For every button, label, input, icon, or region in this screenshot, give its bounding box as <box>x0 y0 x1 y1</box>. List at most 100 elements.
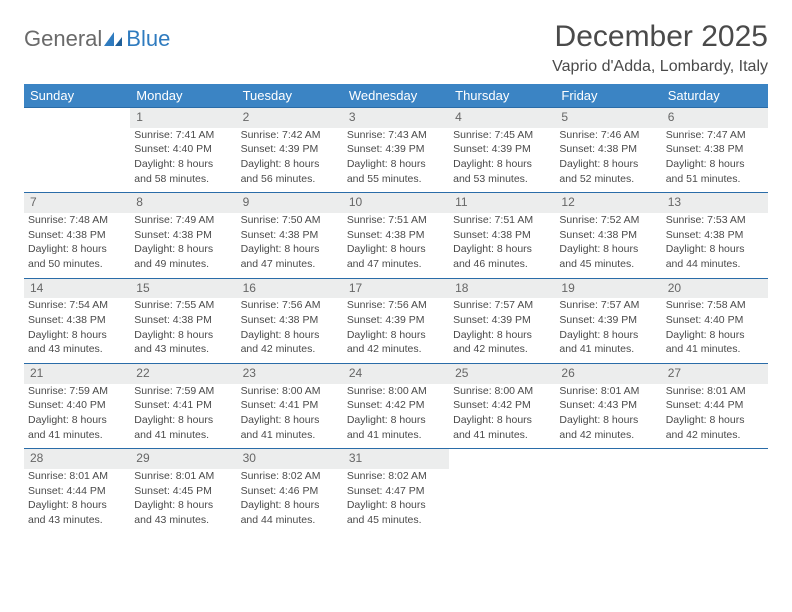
sunset-line: Sunset: 4:38 PM <box>134 313 232 328</box>
day-content-row: Sunrise: 7:54 AMSunset: 4:38 PMDaylight:… <box>24 298 768 363</box>
day-number: 14 <box>24 278 130 298</box>
daylight-line: Daylight: 8 hours and 52 minutes. <box>559 157 657 186</box>
day-cell <box>449 469 555 534</box>
day-cell: Sunrise: 8:02 AMSunset: 4:47 PMDaylight:… <box>343 469 449 534</box>
day-content-row: Sunrise: 7:59 AMSunset: 4:40 PMDaylight:… <box>24 384 768 449</box>
day-number-row: 123456 <box>24 108 768 128</box>
day-number: 30 <box>237 449 343 469</box>
day-cell: Sunrise: 7:41 AMSunset: 4:40 PMDaylight:… <box>130 128 236 193</box>
day-cell <box>555 469 661 534</box>
day-cell: Sunrise: 8:01 AMSunset: 4:43 PMDaylight:… <box>555 384 661 449</box>
day-number-row: 28293031 <box>24 449 768 469</box>
day-cell: Sunrise: 7:52 AMSunset: 4:38 PMDaylight:… <box>555 213 661 278</box>
day-cell: Sunrise: 7:59 AMSunset: 4:40 PMDaylight:… <box>24 384 130 449</box>
sunset-line: Sunset: 4:38 PM <box>241 228 339 243</box>
sunset-line: Sunset: 4:42 PM <box>347 398 445 413</box>
weekday-header-row: SundayMondayTuesdayWednesdayThursdayFrid… <box>24 84 768 108</box>
daylight-line: Daylight: 8 hours and 42 minutes. <box>347 328 445 357</box>
sunrise-line: Sunrise: 8:01 AM <box>559 384 657 399</box>
day-cell: Sunrise: 7:51 AMSunset: 4:38 PMDaylight:… <box>449 213 555 278</box>
sunset-line: Sunset: 4:39 PM <box>347 313 445 328</box>
daylight-line: Daylight: 8 hours and 43 minutes. <box>28 498 126 527</box>
day-cell: Sunrise: 8:00 AMSunset: 4:42 PMDaylight:… <box>343 384 449 449</box>
sunset-line: Sunset: 4:38 PM <box>666 228 764 243</box>
sunset-line: Sunset: 4:38 PM <box>453 228 551 243</box>
sunset-line: Sunset: 4:45 PM <box>134 484 232 499</box>
sunrise-line: Sunrise: 7:43 AM <box>347 128 445 143</box>
day-cell: Sunrise: 7:49 AMSunset: 4:38 PMDaylight:… <box>130 213 236 278</box>
weekday-header: Sunday <box>24 84 130 108</box>
sunrise-line: Sunrise: 7:51 AM <box>347 213 445 228</box>
day-number <box>449 449 555 469</box>
day-cell: Sunrise: 7:50 AMSunset: 4:38 PMDaylight:… <box>237 213 343 278</box>
day-number <box>662 449 768 469</box>
day-number: 12 <box>555 193 661 213</box>
day-number: 31 <box>343 449 449 469</box>
sunrise-line: Sunrise: 7:41 AM <box>134 128 232 143</box>
daylight-line: Daylight: 8 hours and 43 minutes. <box>28 328 126 357</box>
sunset-line: Sunset: 4:38 PM <box>559 142 657 157</box>
sunrise-line: Sunrise: 7:47 AM <box>666 128 764 143</box>
daylight-line: Daylight: 8 hours and 41 minutes. <box>453 413 551 442</box>
sunrise-line: Sunrise: 7:59 AM <box>28 384 126 399</box>
daylight-line: Daylight: 8 hours and 58 minutes. <box>134 157 232 186</box>
day-number: 6 <box>662 108 768 128</box>
sunrise-line: Sunrise: 7:56 AM <box>347 298 445 313</box>
day-number: 10 <box>343 193 449 213</box>
sunset-line: Sunset: 4:41 PM <box>241 398 339 413</box>
day-cell: Sunrise: 7:45 AMSunset: 4:39 PMDaylight:… <box>449 128 555 193</box>
day-cell: Sunrise: 8:01 AMSunset: 4:44 PMDaylight:… <box>24 469 130 534</box>
sunset-line: Sunset: 4:43 PM <box>559 398 657 413</box>
sunrise-line: Sunrise: 7:42 AM <box>241 128 339 143</box>
day-number: 22 <box>130 364 236 384</box>
sunset-line: Sunset: 4:39 PM <box>347 142 445 157</box>
daylight-line: Daylight: 8 hours and 41 minutes. <box>347 413 445 442</box>
day-cell: Sunrise: 7:57 AMSunset: 4:39 PMDaylight:… <box>449 298 555 363</box>
day-number: 29 <box>130 449 236 469</box>
day-number: 8 <box>130 193 236 213</box>
day-cell: Sunrise: 7:54 AMSunset: 4:38 PMDaylight:… <box>24 298 130 363</box>
daylight-line: Daylight: 8 hours and 43 minutes. <box>134 498 232 527</box>
sunset-line: Sunset: 4:38 PM <box>666 142 764 157</box>
logo-word2: Blue <box>126 26 170 52</box>
sunset-line: Sunset: 4:38 PM <box>134 228 232 243</box>
day-number: 5 <box>555 108 661 128</box>
day-number: 18 <box>449 278 555 298</box>
sunrise-line: Sunrise: 7:58 AM <box>666 298 764 313</box>
day-number-row: 14151617181920 <box>24 278 768 298</box>
daylight-line: Daylight: 8 hours and 55 minutes. <box>347 157 445 186</box>
sunrise-line: Sunrise: 7:45 AM <box>453 128 551 143</box>
day-cell: Sunrise: 8:00 AMSunset: 4:42 PMDaylight:… <box>449 384 555 449</box>
daylight-line: Daylight: 8 hours and 41 minutes. <box>559 328 657 357</box>
sunset-line: Sunset: 4:38 PM <box>559 228 657 243</box>
daylight-line: Daylight: 8 hours and 42 minutes. <box>666 413 764 442</box>
day-cell: Sunrise: 7:47 AMSunset: 4:38 PMDaylight:… <box>662 128 768 193</box>
daylight-line: Daylight: 8 hours and 45 minutes. <box>559 242 657 271</box>
day-cell <box>24 128 130 193</box>
day-cell: Sunrise: 7:58 AMSunset: 4:40 PMDaylight:… <box>662 298 768 363</box>
daylight-line: Daylight: 8 hours and 56 minutes. <box>241 157 339 186</box>
day-number: 24 <box>343 364 449 384</box>
sunrise-line: Sunrise: 7:48 AM <box>28 213 126 228</box>
sunset-line: Sunset: 4:40 PM <box>666 313 764 328</box>
sunset-line: Sunset: 4:40 PM <box>134 142 232 157</box>
daylight-line: Daylight: 8 hours and 51 minutes. <box>666 157 764 186</box>
daylight-line: Daylight: 8 hours and 47 minutes. <box>241 242 339 271</box>
sunrise-line: Sunrise: 8:01 AM <box>666 384 764 399</box>
sunset-line: Sunset: 4:39 PM <box>453 313 551 328</box>
day-cell: Sunrise: 7:51 AMSunset: 4:38 PMDaylight:… <box>343 213 449 278</box>
weekday-header: Monday <box>130 84 236 108</box>
day-number: 16 <box>237 278 343 298</box>
logo: General Blue <box>24 26 170 52</box>
day-number <box>555 449 661 469</box>
day-content-row: Sunrise: 7:41 AMSunset: 4:40 PMDaylight:… <box>24 128 768 193</box>
sunset-line: Sunset: 4:38 PM <box>347 228 445 243</box>
daylight-line: Daylight: 8 hours and 50 minutes. <box>28 242 126 271</box>
day-number: 1 <box>130 108 236 128</box>
day-cell: Sunrise: 7:57 AMSunset: 4:39 PMDaylight:… <box>555 298 661 363</box>
day-number: 2 <box>237 108 343 128</box>
weekday-header: Wednesday <box>343 84 449 108</box>
weekday-header: Friday <box>555 84 661 108</box>
day-number: 20 <box>662 278 768 298</box>
sunrise-line: Sunrise: 7:57 AM <box>453 298 551 313</box>
